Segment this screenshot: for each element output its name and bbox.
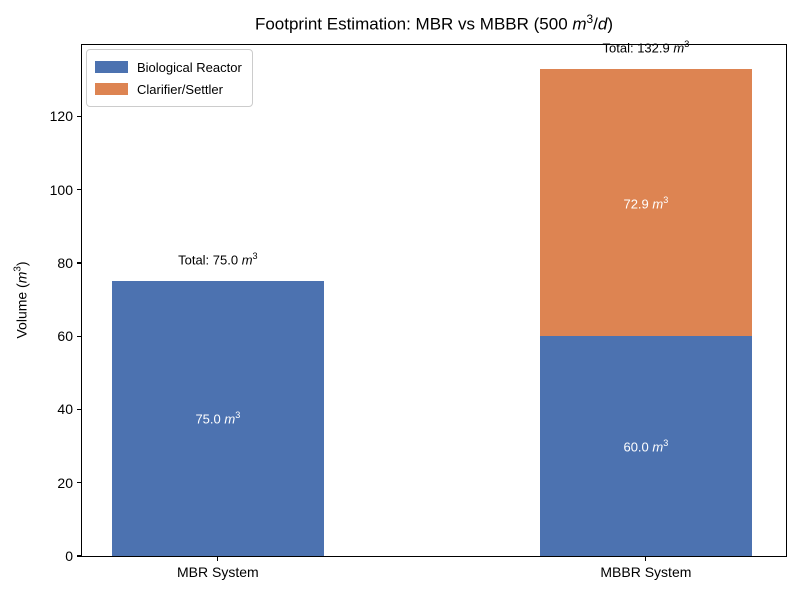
chart-title-unit-d: d	[597, 14, 608, 34]
bar-value-label: 75.0 m3	[195, 410, 241, 427]
chart-title-unit-exp: 3	[586, 12, 594, 26]
legend-swatch-clarifier-settler	[95, 83, 128, 95]
chart-title-text: Footprint Estimation: MBR vs MBBR (500	[254, 14, 573, 34]
bar-value-label: 72.9 m3	[623, 194, 669, 211]
legend-entry-clarifier-settler: Clarifier/Settler	[95, 78, 242, 100]
y-tick-mark	[77, 335, 82, 337]
y-tick-label: 40	[57, 401, 73, 418]
y-tick-mark	[77, 189, 82, 191]
bar-segment: 60.0 m3	[539, 336, 753, 556]
y-tick-mark	[77, 408, 82, 411]
chart-title-slash: /	[593, 14, 598, 34]
y-tick-mark	[77, 115, 82, 118]
y-axis-label-text: Volume (	[13, 283, 30, 339]
legend-label-biological-reactor: Biological Reactor	[137, 59, 242, 75]
y-tick-mark	[77, 555, 82, 557]
chart-title: Footprint Estimation: MBR vs MBBR (500 m…	[81, 12, 787, 35]
y-tick-mark	[77, 482, 82, 484]
bar-value-label: 60.0 m3	[623, 437, 669, 455]
total-label: Total: 75.0 m3	[178, 250, 258, 268]
x-tick-mark	[217, 556, 219, 561]
legend: Biological Reactor Clarifier/Settler	[86, 49, 253, 107]
total-label: Total: 132.9 m3	[602, 38, 690, 56]
plot-area: Biological Reactor Clarifier/Settler 0 20…	[50, 39, 787, 580]
y-axis-label-close: )	[13, 261, 30, 267]
y-tick-label: 100	[49, 181, 73, 198]
y-tick-mark	[77, 262, 82, 264]
y-tick-label: 80	[57, 254, 73, 271]
y-axis-label: Volume (m3)	[13, 261, 30, 338]
legend-swatch-biological-reactor	[95, 61, 128, 73]
y-axis-label-unit-exp: 3	[12, 266, 24, 272]
legend-label-clarifier-settler: Clarifier/Settler	[137, 81, 223, 97]
chart-title-unit-m: m	[572, 14, 587, 34]
x-tick-label: MBR System	[177, 564, 259, 580]
y-tick-label: 60	[57, 328, 73, 345]
y-tick-label: 0	[65, 548, 73, 564]
legend-entry-biological-reactor: Biological Reactor	[95, 56, 242, 78]
x-tick-mark	[645, 556, 647, 561]
x-tick-label: MBBR System	[600, 564, 692, 580]
y-tick-label: 120	[49, 108, 73, 125]
y-tick-label: 20	[57, 474, 73, 491]
chart-title-close: )	[607, 14, 614, 34]
bar-segment: 75.0 m3	[111, 281, 325, 556]
y-axis-label-unit-m: m	[13, 271, 30, 284]
bar-segment: 72.9 m3	[539, 69, 753, 337]
